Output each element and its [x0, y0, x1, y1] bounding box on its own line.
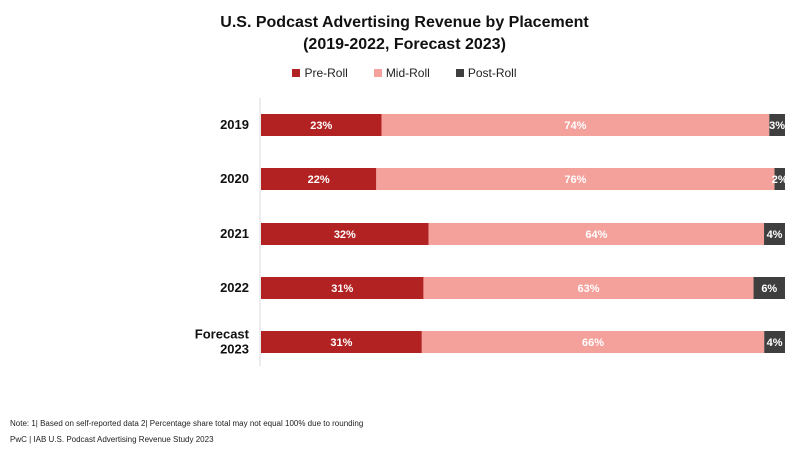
bar-segment-pre-roll: [261, 114, 382, 136]
chart-subtitle: (2019-2022, Forecast 2023): [303, 36, 506, 53]
data-label-mid-roll: 66%: [582, 337, 604, 349]
bar-segment-pre-roll: [261, 277, 424, 299]
legend-swatch-mid-roll: [373, 69, 382, 77]
data-label-post-roll: 4%: [767, 229, 783, 241]
bar-segment-mid-roll: [381, 114, 770, 136]
bar-segment-pre-roll: [261, 168, 377, 190]
category-label: 2020: [220, 171, 249, 186]
data-label-pre-roll: 31%: [331, 283, 353, 295]
data-label-post-roll: 3%: [769, 120, 785, 132]
bar-segment-post-roll: [769, 114, 785, 136]
bar-segment-mid-roll: [428, 223, 765, 245]
data-label-post-roll: 2%: [772, 174, 788, 186]
chart-title: U.S. Podcast Advertising Revenue by Plac…: [220, 14, 589, 31]
data-label-pre-roll: 22%: [308, 174, 330, 186]
bar-segment-mid-roll: [423, 277, 754, 299]
bar-segment-post-roll: [753, 277, 785, 299]
data-label-pre-roll: 32%: [334, 229, 356, 241]
data-label-mid-roll: 74%: [564, 120, 586, 132]
legend-label-pre-roll: Pre-Roll: [304, 66, 348, 80]
legend-label-post-roll: Post-Roll: [467, 66, 517, 80]
legend-swatch-pre-roll: [292, 69, 301, 77]
bars-layer: 2019 23% 74% 3% 2020 22% 76% 2% 2021 32% 64% 4% 2022…: [195, 114, 788, 357]
category-label: Forecast 2023: [195, 327, 250, 357]
footnote: Note: 1| Based on self-reported data 2| …: [10, 419, 364, 428]
bar-segment-post-roll: [764, 331, 785, 353]
category-label: 2022: [220, 280, 249, 295]
data-label-post-roll: 6%: [761, 283, 777, 295]
data-label-mid-roll: 63%: [577, 283, 599, 295]
bar-segment-pre-roll: [261, 223, 429, 245]
bar-segment-post-roll: [764, 223, 785, 245]
legend-swatch-post-roll: [455, 69, 464, 77]
category-label: 2021: [220, 226, 249, 241]
legend-item-post-roll: Post-Roll: [455, 66, 517, 80]
category-label: 2019: [220, 117, 249, 132]
chart-legend: Pre-Roll Mid-Roll Post-Roll: [0, 66, 809, 80]
data-label-pre-roll: 23%: [310, 120, 332, 132]
legend-label-mid-roll: Mid-Roll: [385, 66, 430, 80]
data-label-post-roll: 4%: [767, 337, 783, 349]
legend-item-pre-roll: Pre-Roll: [292, 66, 348, 80]
source-note: PwC | IAB U.S. Podcast Advertising Reven…: [10, 435, 214, 444]
bar-segment-mid-roll: [421, 331, 765, 353]
data-label-pre-roll: 31%: [330, 337, 352, 349]
data-label-mid-roll: 76%: [564, 174, 586, 186]
legend-item-mid-roll: Mid-Roll: [373, 66, 430, 80]
bar-segment-post-roll: [774, 168, 785, 190]
bar-segment-pre-roll: [261, 331, 422, 353]
data-label-mid-roll: 64%: [585, 229, 607, 241]
bar-segment-mid-roll: [376, 168, 775, 190]
